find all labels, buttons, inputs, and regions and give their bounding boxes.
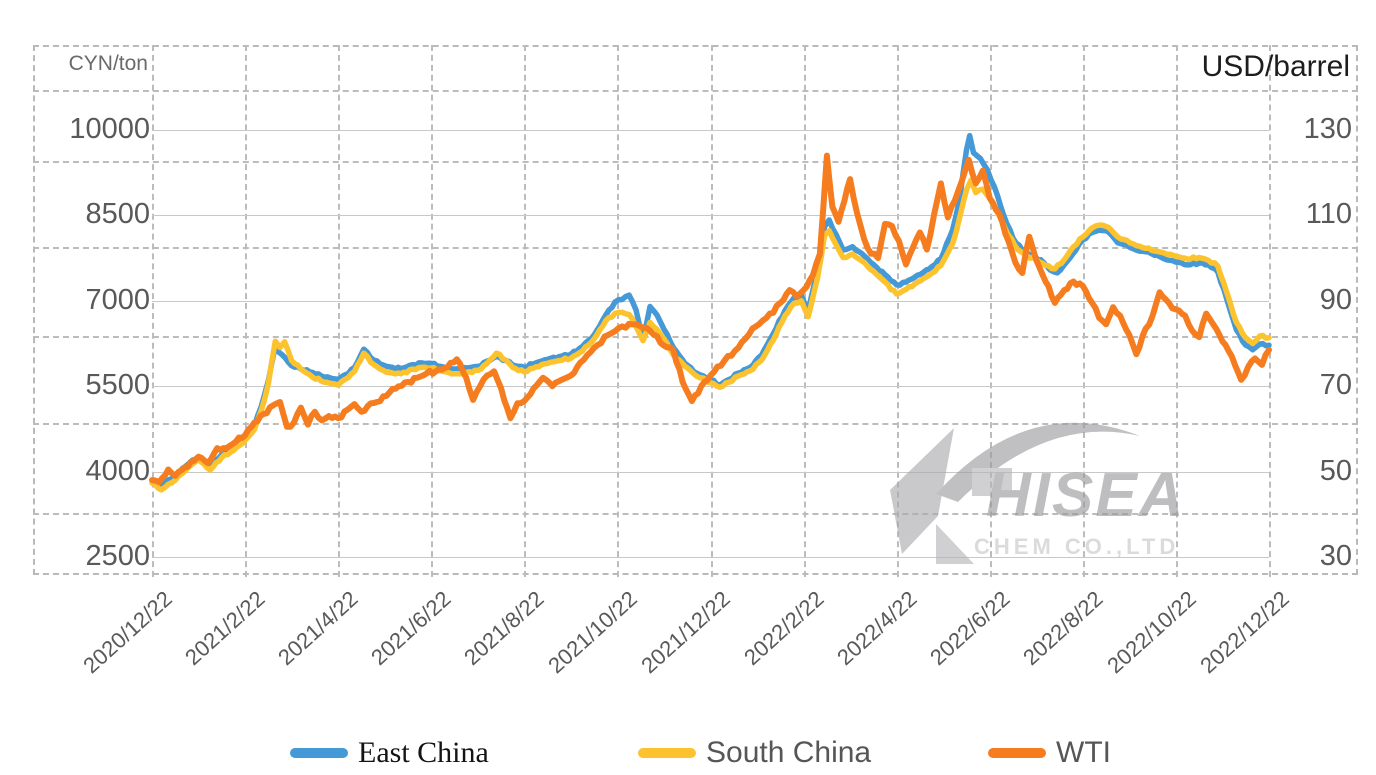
vertical-dashed-gridline — [710, 45, 713, 577]
legend-item-south-china: South China — [638, 736, 871, 770]
vertical-dashed-gridline — [245, 45, 248, 577]
horizontal-solid-gridline — [152, 300, 1269, 302]
watermark-brand-text: HISEA — [986, 461, 1186, 530]
south-china-legend-swatch-icon — [638, 748, 696, 758]
vertical-dashed-gridline — [338, 45, 341, 577]
left-axis-tick-label: 5500 — [85, 369, 150, 402]
watermark-subtitle-text: CHEM CO.,LTD — [974, 534, 1180, 559]
horizontal-dashed-gridline — [33, 336, 1358, 338]
left-axis-tick-label: 7000 — [85, 283, 150, 316]
east-china-legend-swatch-icon — [290, 748, 348, 758]
horizontal-dashed-gridline — [33, 90, 1358, 92]
wti-legend-swatch-icon — [988, 748, 1046, 758]
right-axis-tick-label: 90 — [1319, 283, 1352, 316]
horizontal-dashed-gridline — [33, 247, 1358, 249]
horizontal-solid-gridline — [152, 130, 1269, 131]
left-axis-tick-label: 2500 — [85, 540, 150, 572]
left-axis-tick-label: 4000 — [85, 454, 150, 487]
horizontal-solid-gridline — [152, 471, 1269, 473]
series-line-east-china — [149, 132, 1272, 489]
vertical-dashed-gridline — [524, 45, 527, 577]
left-axis-title: CYN/ton — [68, 52, 148, 75]
horizontal-dashed-gridline — [33, 513, 1358, 515]
right-axis-tick-label: 30 — [1319, 540, 1352, 572]
vertical-dashed-gridline — [1269, 45, 1271, 577]
right-axis-title: USD/barrel — [1201, 50, 1350, 83]
horizontal-solid-gridline — [152, 386, 1269, 388]
horizontal-solid-gridline — [152, 215, 1269, 217]
legend-item-east-china: East China — [290, 736, 489, 770]
left-axis-tick-label: 8500 — [85, 198, 150, 231]
vertical-dashed-gridline — [152, 45, 154, 577]
horizontal-dashed-gridline — [33, 423, 1358, 425]
vertical-dashed-gridline — [431, 45, 434, 577]
horizontal-solid-gridline — [152, 557, 1269, 558]
left-axis-tick-label: 10000 — [69, 113, 150, 145]
right-axis-tick-label: 130 — [1303, 113, 1352, 145]
vertical-dashed-gridline — [896, 45, 899, 577]
series-line-south-china — [149, 177, 1272, 493]
right-axis-tick-label: 110 — [1305, 198, 1352, 231]
right-axis-tick-label: 50 — [1319, 454, 1352, 487]
watermark: HISEA CHEM CO.,LTD — [878, 412, 1238, 580]
plot-dashed-border — [33, 45, 1358, 575]
vertical-dashed-gridline — [989, 45, 992, 577]
east-china-legend-label: East China — [358, 736, 489, 769]
horizontal-dashed-gridline — [33, 161, 1358, 163]
vertical-dashed-gridline — [1082, 45, 1085, 577]
wti-legend-label: WTI — [1056, 736, 1111, 769]
right-axis-tick-label: 70 — [1319, 369, 1352, 402]
series-line-wti — [149, 152, 1272, 486]
south-china-legend-label: South China — [706, 736, 872, 769]
legend-item-wti: WTI — [988, 736, 1111, 770]
watermark-swoosh-logo-icon — [890, 422, 1140, 564]
